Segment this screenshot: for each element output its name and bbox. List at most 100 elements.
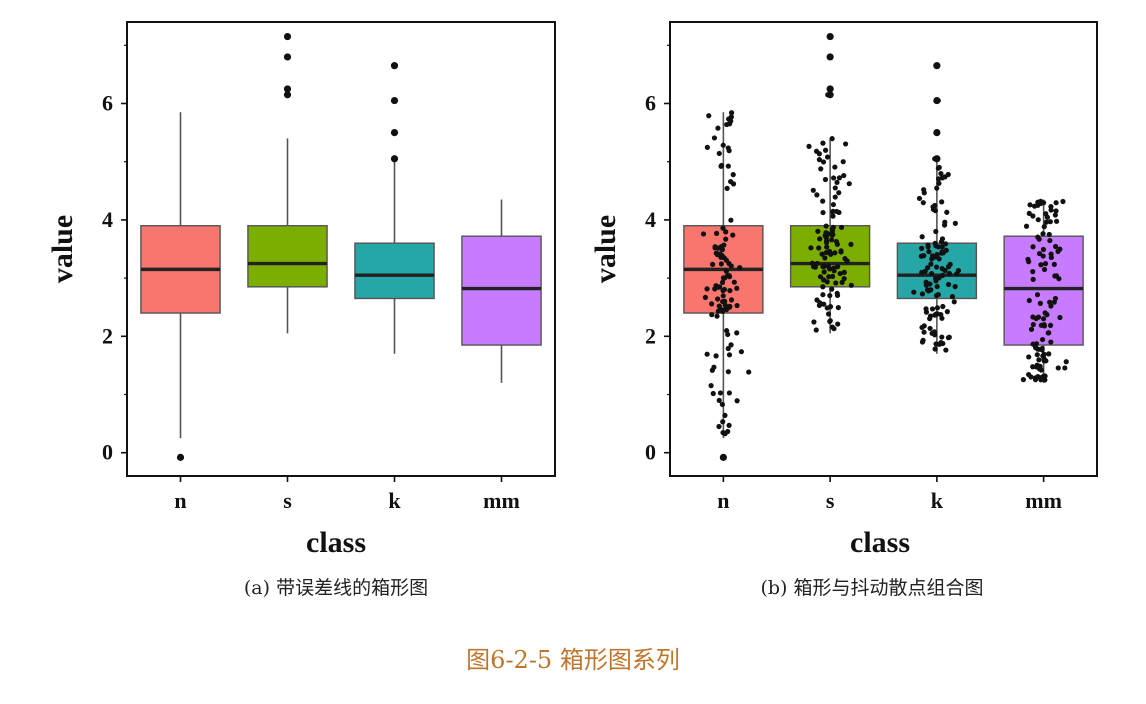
jitter-point <box>723 229 729 235</box>
jitter-point <box>1034 292 1041 298</box>
jitter-point <box>716 423 722 430</box>
jitter-point <box>1039 345 1045 352</box>
iqr-box <box>461 235 542 346</box>
jitter-point <box>721 286 728 293</box>
jitter-point <box>1040 231 1046 237</box>
jitter-point <box>708 383 714 389</box>
panel-a-boxplot: 0 2 4 6 n s k mm class value <box>46 21 556 559</box>
jitter-point <box>945 281 952 288</box>
box-mm <box>461 199 542 383</box>
jitter-point <box>1047 322 1054 328</box>
jitter-point <box>706 113 712 119</box>
jitter-point <box>828 86 834 92</box>
jitter-point <box>725 428 731 435</box>
jitter-point <box>1025 256 1031 262</box>
jitter-point <box>827 292 833 299</box>
jitter-point <box>935 244 942 250</box>
jitter-point <box>728 217 734 223</box>
jitter-point <box>938 339 944 346</box>
jitter-point <box>928 261 934 267</box>
jitter-point <box>936 256 942 262</box>
jitter-point <box>835 321 841 327</box>
jitter-point <box>823 235 829 241</box>
jitter-point <box>723 257 729 263</box>
jitter-point <box>834 241 840 247</box>
jitter-point <box>919 324 925 331</box>
x-tick-label: mm <box>483 488 520 513</box>
jitter-point <box>710 261 716 267</box>
jitter-point <box>704 351 710 357</box>
jitter-point <box>939 266 945 272</box>
jitter-point <box>727 121 733 127</box>
y-tick-label: 4 <box>645 207 656 232</box>
jitter-point <box>1048 254 1054 261</box>
jitter-point <box>830 224 836 230</box>
jitter-point <box>943 247 949 253</box>
jitter-point <box>1040 200 1047 206</box>
jitter-point <box>719 252 725 259</box>
jitter-point <box>833 280 839 286</box>
jitter-point <box>1062 365 1068 371</box>
jitter-point <box>928 270 935 277</box>
box-n <box>683 110 764 461</box>
jitter-point <box>718 243 724 250</box>
box-n <box>140 112 221 461</box>
panel-b-boxplot-jitter: 0 2 4 6 n s k mm class value <box>589 21 1098 559</box>
jitter-point <box>933 228 939 235</box>
jitter-point <box>932 208 939 214</box>
jitter-point <box>808 245 814 251</box>
jitter-point <box>941 222 948 228</box>
jitter-point <box>925 288 932 294</box>
jitter-point <box>830 213 836 219</box>
jitter-point <box>824 244 830 250</box>
jitter-point <box>952 220 958 226</box>
jitter-point <box>935 97 941 104</box>
outlier-point <box>390 155 399 163</box>
jitter-point <box>1048 207 1054 213</box>
outlier-point <box>283 85 292 93</box>
jitter-point <box>927 325 933 332</box>
jitter-point <box>1037 300 1043 306</box>
jitter-point <box>820 284 826 290</box>
jitter-point <box>806 143 812 149</box>
jitter-point <box>817 274 824 280</box>
jitter-point <box>734 285 740 291</box>
jitter-point <box>1051 299 1057 305</box>
jitter-point <box>1056 276 1062 282</box>
outlier-point <box>390 62 399 70</box>
jitter-point <box>734 302 740 309</box>
jitter-point <box>932 156 938 162</box>
jitter-point <box>811 319 817 325</box>
jitter-point <box>938 239 945 245</box>
jitter-point <box>934 305 941 311</box>
jitter-point <box>824 154 831 160</box>
jitter-point <box>723 236 729 242</box>
jitter-point <box>1030 364 1036 370</box>
jitter-point <box>719 279 726 286</box>
jitter-point <box>932 240 938 246</box>
jitter-point <box>1047 299 1053 305</box>
jitter-point <box>949 294 956 300</box>
jitter-point <box>934 251 940 258</box>
jitter-point <box>823 240 830 246</box>
jitter-point <box>932 346 938 352</box>
jitter-point <box>810 187 816 193</box>
jitter-point <box>938 311 944 318</box>
jitter-point <box>1041 356 1047 362</box>
panel-a-caption: (a) 带误差线的箱形图 <box>244 577 428 599</box>
jitter-point <box>1027 202 1033 208</box>
jitter-point <box>1035 373 1041 380</box>
jitter-point <box>936 275 942 281</box>
jitter-point <box>821 269 827 275</box>
jitter-point <box>816 245 822 251</box>
jitter-point <box>1026 354 1032 360</box>
jitter-point <box>1034 362 1041 369</box>
jitter-point <box>725 345 731 352</box>
jitter-point <box>822 255 828 261</box>
jitter-point <box>921 329 927 335</box>
jitter-point <box>820 209 826 216</box>
jitter-point <box>922 268 928 274</box>
jitter-point <box>832 164 838 170</box>
jitter-point <box>828 54 834 60</box>
iqr-box <box>896 242 978 300</box>
